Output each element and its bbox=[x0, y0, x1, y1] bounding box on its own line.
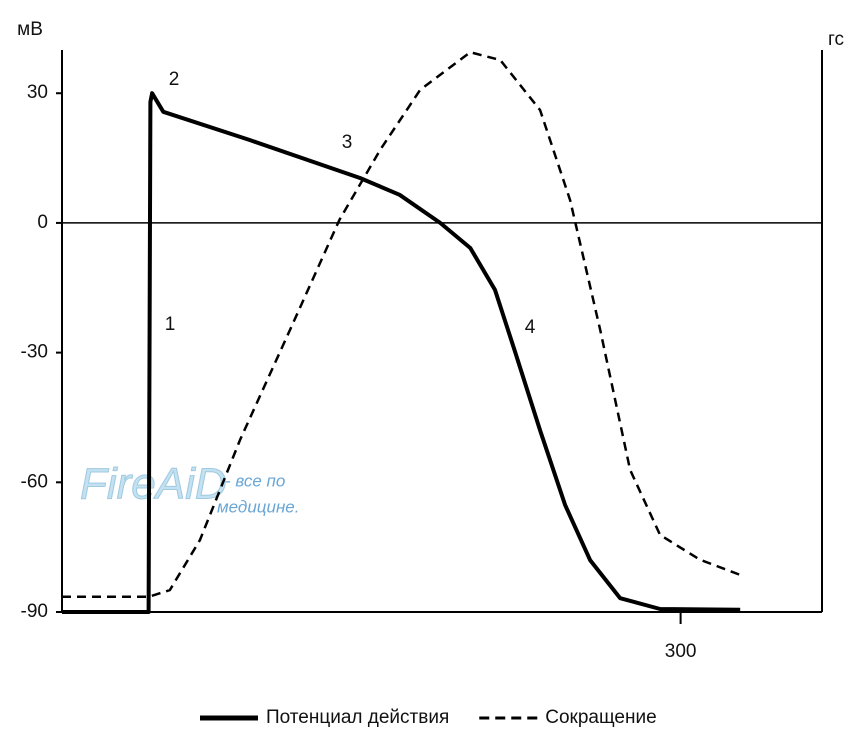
legend-label: Потенциал действия bbox=[266, 707, 449, 728]
series-line bbox=[62, 50, 741, 599]
x-tick-label: 300 bbox=[665, 641, 697, 662]
y-tick-label: 0 bbox=[37, 212, 48, 233]
y-tick-label: -30 bbox=[21, 342, 48, 363]
y-axis-label: мВ bbox=[17, 19, 43, 40]
watermark-text: медицине. bbox=[217, 497, 299, 516]
annotation: 2 bbox=[169, 69, 180, 90]
annotation: 1 bbox=[165, 314, 176, 335]
y-tick-label: -60 bbox=[21, 471, 48, 492]
y-tick-label: -90 bbox=[21, 601, 48, 622]
watermark-logo: FireAiD bbox=[80, 460, 227, 509]
annotation: 4 bbox=[525, 317, 536, 338]
series-line bbox=[62, 91, 741, 614]
legend-label: Сокращение bbox=[545, 707, 656, 728]
y-tick-label: 30 bbox=[27, 82, 48, 103]
watermark-text: - все по bbox=[225, 471, 285, 490]
y2-axis-label: гс bbox=[828, 29, 844, 50]
annotation: 3 bbox=[342, 132, 353, 153]
